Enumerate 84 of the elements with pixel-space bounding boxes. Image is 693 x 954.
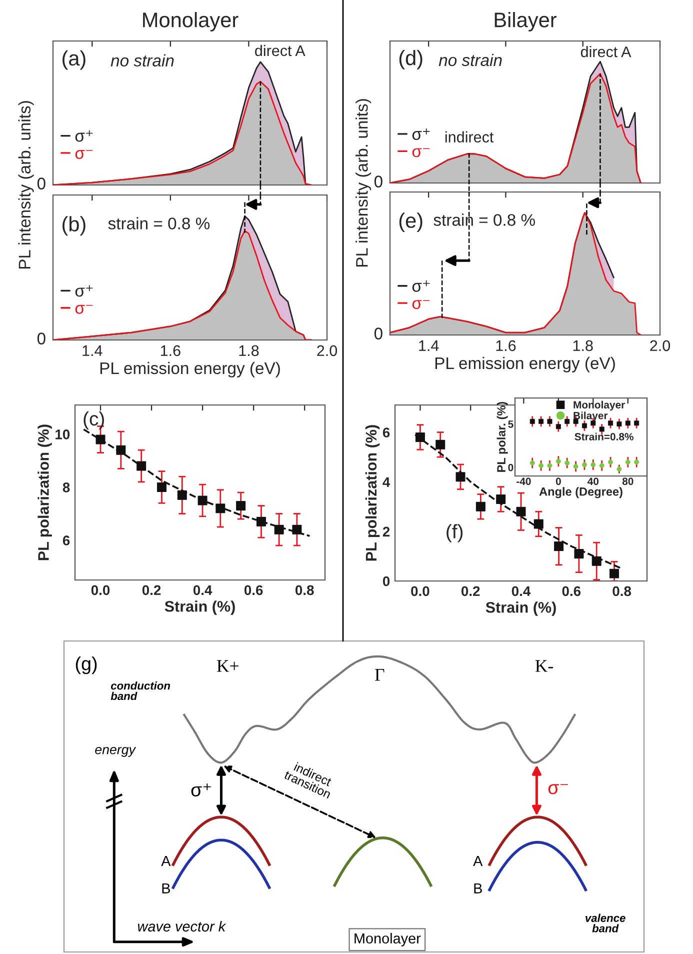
x-tick-label: 1.6 <box>160 345 180 356</box>
x-tick-label: 1.8 <box>239 345 259 356</box>
legend-label: σ⁻ <box>75 304 93 314</box>
y-tick-label: 8 <box>62 482 70 492</box>
y-axis-title: PL polarization (%) <box>38 424 52 560</box>
x-tick-label: 0.8 <box>295 585 314 596</box>
y-tick-label: 6 <box>62 536 70 546</box>
annotation: strain = 0.8 % <box>108 217 210 230</box>
annotation: strain = 0.8 % <box>434 214 535 226</box>
legend-label: σ⁻ <box>412 300 430 310</box>
x-tick-label: -40 <box>516 478 531 486</box>
text: K+ <box>216 660 238 672</box>
x-axis-title: Strain (%) <box>164 600 235 615</box>
x-axis-title: PL emission energy (eV) <box>435 356 615 372</box>
chart-title: Monolayer <box>143 12 238 32</box>
annotation: Strain=0.8% <box>574 432 634 440</box>
annotation: no strain <box>438 54 502 66</box>
legend-label: Bilayer <box>574 412 608 422</box>
annotation: (e) <box>399 212 422 232</box>
legend-label: Monolayer <box>574 400 625 411</box>
legend-label: σ⁺ <box>412 280 430 292</box>
legend-label: σ⁻ <box>412 148 430 158</box>
text: A <box>473 856 483 866</box>
text: B <box>474 883 482 894</box>
text: valence band <box>586 914 626 932</box>
text: σ⁻ <box>548 784 568 794</box>
annotation: 0 <box>374 328 382 340</box>
legend-label: σ⁺ <box>412 128 430 140</box>
y-tick-label: 5 <box>508 420 514 428</box>
text: Monolayer <box>354 932 421 946</box>
annotation: 0 <box>37 178 46 190</box>
y-tick-label: 10 <box>56 430 70 440</box>
x-tick-label: 80 <box>622 478 634 486</box>
text: wave vector k <box>138 920 226 932</box>
text: conduction band <box>110 682 170 700</box>
x-tick-label: 0.0 <box>411 586 430 596</box>
x-tick-label: 0.4 <box>193 585 212 596</box>
x-tick-label: 0.2 <box>142 585 161 596</box>
annotation: direct A <box>255 44 306 56</box>
text: Γ <box>375 669 384 681</box>
y-tick-label: 6 <box>382 428 390 438</box>
x-axis-title: PL emission energy (eV) <box>100 362 280 378</box>
x-tick-label: 0.0 <box>91 585 110 596</box>
x-tick-label: 0.6 <box>244 585 263 596</box>
text: A <box>161 856 171 866</box>
y-axis-title: PL polarization (%) <box>365 425 380 561</box>
x-tick-label: 0 <box>556 478 561 486</box>
x-tick-label: 40 <box>588 478 599 486</box>
annotation: no strain <box>110 54 174 67</box>
x-tick-label: 1.4 <box>82 345 102 356</box>
annotation: 0 <box>374 176 382 188</box>
x-tick-label: 0.6 <box>562 586 581 596</box>
legend-label: σ⁺ <box>75 285 93 297</box>
chart-title: Bilayer <box>494 12 556 32</box>
annotation: (b) <box>62 216 86 236</box>
annotation: (c) <box>84 411 104 430</box>
x-tick-label: 0.4 <box>512 586 531 596</box>
y-axis-title: PL intensity (arb. units) <box>356 99 372 267</box>
text: K- <box>535 660 553 672</box>
annotation: direct A <box>580 46 632 58</box>
annotation: (f) <box>446 524 463 542</box>
legend-label: σ⁻ <box>75 150 93 159</box>
x-tick-label: 2.0 <box>650 340 670 352</box>
x-tick-label: 0.2 <box>461 586 480 596</box>
y-tick-label: 2 <box>382 526 390 536</box>
text: σ⁺ <box>191 784 211 796</box>
annotation: (a) <box>62 50 86 70</box>
y-tick-label: 0 <box>382 576 390 586</box>
x-axis-title: Strain (%) <box>486 602 556 616</box>
y-tick-label: 4 <box>382 477 390 487</box>
x-tick-label: 2.0 <box>317 345 338 356</box>
text: (g) <box>76 656 97 674</box>
legend-label: σ⁺ <box>75 130 93 142</box>
text: B <box>162 883 170 894</box>
annotation: (d) <box>399 50 422 70</box>
x-tick-label: 0.8 <box>612 586 632 596</box>
y-axis-title: PL polar. (%) <box>496 402 508 472</box>
annotation: indirect <box>445 131 494 143</box>
x-tick-label: 1.8 <box>573 340 593 352</box>
text: energy <box>95 746 136 757</box>
x-tick-label: 1.4 <box>419 340 439 351</box>
y-axis-title: PL intensity (arb. units) <box>18 101 34 269</box>
x-tick-label: 1.6 <box>496 340 516 352</box>
x-axis-title: Angle (Degree) <box>539 487 622 498</box>
